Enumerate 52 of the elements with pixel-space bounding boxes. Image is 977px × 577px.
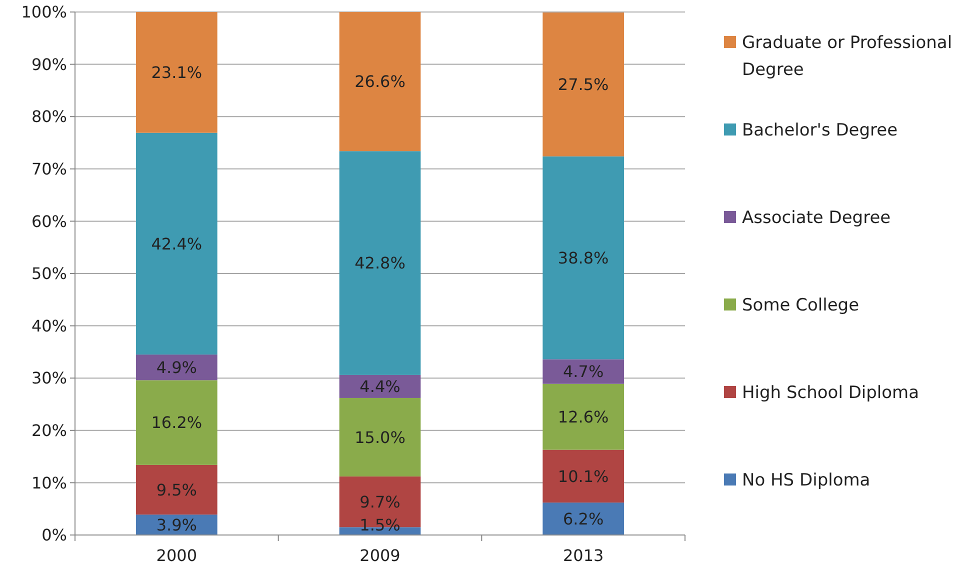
bar bbox=[339, 151, 421, 375]
x-tick-label: 2000 bbox=[156, 546, 198, 565]
data-label: 42.4% bbox=[151, 234, 202, 254]
bar bbox=[339, 374, 421, 398]
data-label: 15.0% bbox=[354, 428, 406, 447]
y-tick-label: 100% bbox=[21, 2, 67, 22]
bar bbox=[136, 132, 218, 355]
data-label: 9.7% bbox=[360, 492, 400, 512]
bar bbox=[136, 354, 218, 380]
y-tick-label: 70% bbox=[31, 160, 67, 178]
data-label: 6.2% bbox=[563, 509, 604, 528]
y-tick-label: 20% bbox=[31, 421, 67, 440]
bar bbox=[542, 450, 624, 503]
y-tick-label: 10% bbox=[31, 473, 67, 492]
bar bbox=[339, 398, 421, 476]
bar bbox=[542, 156, 624, 360]
data-label: 42.8% bbox=[354, 254, 406, 273]
data-label: 4.4% bbox=[360, 377, 400, 396]
data-label: 4.7% bbox=[563, 362, 604, 382]
data-label: 38.8% bbox=[558, 248, 609, 268]
bar bbox=[542, 359, 624, 384]
y-tick-label: 50% bbox=[31, 264, 67, 284]
legend-label: Bachelor's Degree bbox=[742, 120, 898, 140]
legend-label: Associate Degree bbox=[742, 208, 891, 228]
data-label: 9.5% bbox=[156, 480, 197, 500]
data-label: 27.5% bbox=[558, 75, 609, 94]
data-label: 10.1% bbox=[558, 466, 609, 486]
bar bbox=[542, 384, 624, 450]
y-tick-label: 0% bbox=[42, 526, 67, 545]
x-tick-label: 2009 bbox=[360, 546, 400, 565]
bar bbox=[136, 464, 218, 515]
data-label: 26.6% bbox=[354, 72, 406, 92]
legend-label: Some College bbox=[742, 295, 860, 316]
data-label: 4.9% bbox=[156, 358, 197, 377]
data-label: 3.9% bbox=[156, 515, 197, 534]
bar bbox=[542, 502, 624, 535]
y-tick-label: 40% bbox=[31, 316, 67, 336]
bar bbox=[136, 380, 218, 465]
legend-label: High School Diploma bbox=[742, 382, 920, 403]
y-tick-label: 80% bbox=[31, 107, 67, 126]
y-tick-label: 30% bbox=[31, 368, 67, 388]
data-label: 16.2% bbox=[151, 413, 202, 432]
legend-label: No HS Diploma bbox=[742, 470, 870, 490]
y-tick-label: 90% bbox=[31, 54, 67, 74]
legend-label: Graduate or Professional Degree bbox=[742, 32, 952, 80]
bar bbox=[136, 12, 218, 133]
bar bbox=[542, 12, 624, 156]
y-tick-label: 60% bbox=[31, 212, 67, 231]
data-label: 12.6% bbox=[558, 407, 609, 426]
bar bbox=[339, 12, 421, 152]
x-tick-label: 2013 bbox=[562, 546, 604, 565]
data-label: 23.1% bbox=[151, 63, 202, 82]
